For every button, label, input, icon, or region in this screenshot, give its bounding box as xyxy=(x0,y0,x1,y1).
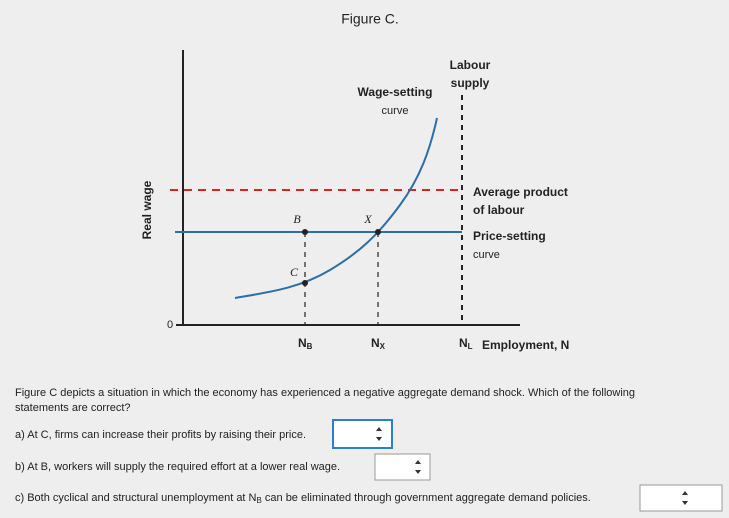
y-axis-label: Real wage xyxy=(140,180,154,239)
text-part: c) Both cyclical and structural unemploy… xyxy=(15,492,257,504)
item-text: b) At B, workers will supply the require… xyxy=(15,461,340,473)
x-label: NB xyxy=(298,336,313,351)
x-label: NL xyxy=(459,336,473,351)
average-product-label: of labour xyxy=(473,203,525,217)
dropdown[interactable] xyxy=(639,484,723,512)
point-label: C xyxy=(290,265,299,279)
text-part: N xyxy=(371,336,380,350)
figure-title: Figure C. xyxy=(341,11,399,27)
price-setting-label: Price-setting xyxy=(473,229,546,243)
item-text: c) Both cyclical and structural unemploy… xyxy=(15,492,591,505)
point-c xyxy=(302,280,308,286)
x-axis-label: Employment, N xyxy=(482,338,569,352)
dropdown[interactable] xyxy=(332,419,393,449)
text-part: B xyxy=(257,496,262,505)
text-part: N xyxy=(459,336,468,350)
labour-supply-label: Labour xyxy=(450,58,491,72)
item-text: a) At C, firms can increase their profit… xyxy=(15,429,306,441)
average-product-label: Average product xyxy=(473,185,568,199)
wage-setting-curve xyxy=(234,117,438,299)
text-part: X xyxy=(380,342,386,351)
wage-setting-label: curve xyxy=(382,105,409,117)
dropdown-arrow xyxy=(415,460,421,474)
prompt: statements are correct? xyxy=(15,402,131,414)
text-part: B xyxy=(307,342,313,351)
dropdown[interactable] xyxy=(374,453,431,481)
text-part: can be eliminated through government agg… xyxy=(262,492,591,504)
x-label: NX xyxy=(371,336,386,351)
wage-setting-label: Wage-setting xyxy=(358,85,433,99)
labour-supply-label: supply xyxy=(451,76,490,90)
text-part: N xyxy=(298,336,307,350)
prompt: Figure C depicts a situation in which th… xyxy=(15,387,635,399)
text-part: L xyxy=(468,342,473,351)
dropdown-arrow xyxy=(682,491,688,505)
point-label: B xyxy=(293,212,301,226)
price-setting-label: curve xyxy=(473,249,500,261)
point-x xyxy=(375,229,381,235)
point-label: X xyxy=(363,212,372,226)
origin-label: 0 xyxy=(167,319,173,331)
dropdown-arrow xyxy=(376,427,382,441)
point-b xyxy=(302,229,308,235)
